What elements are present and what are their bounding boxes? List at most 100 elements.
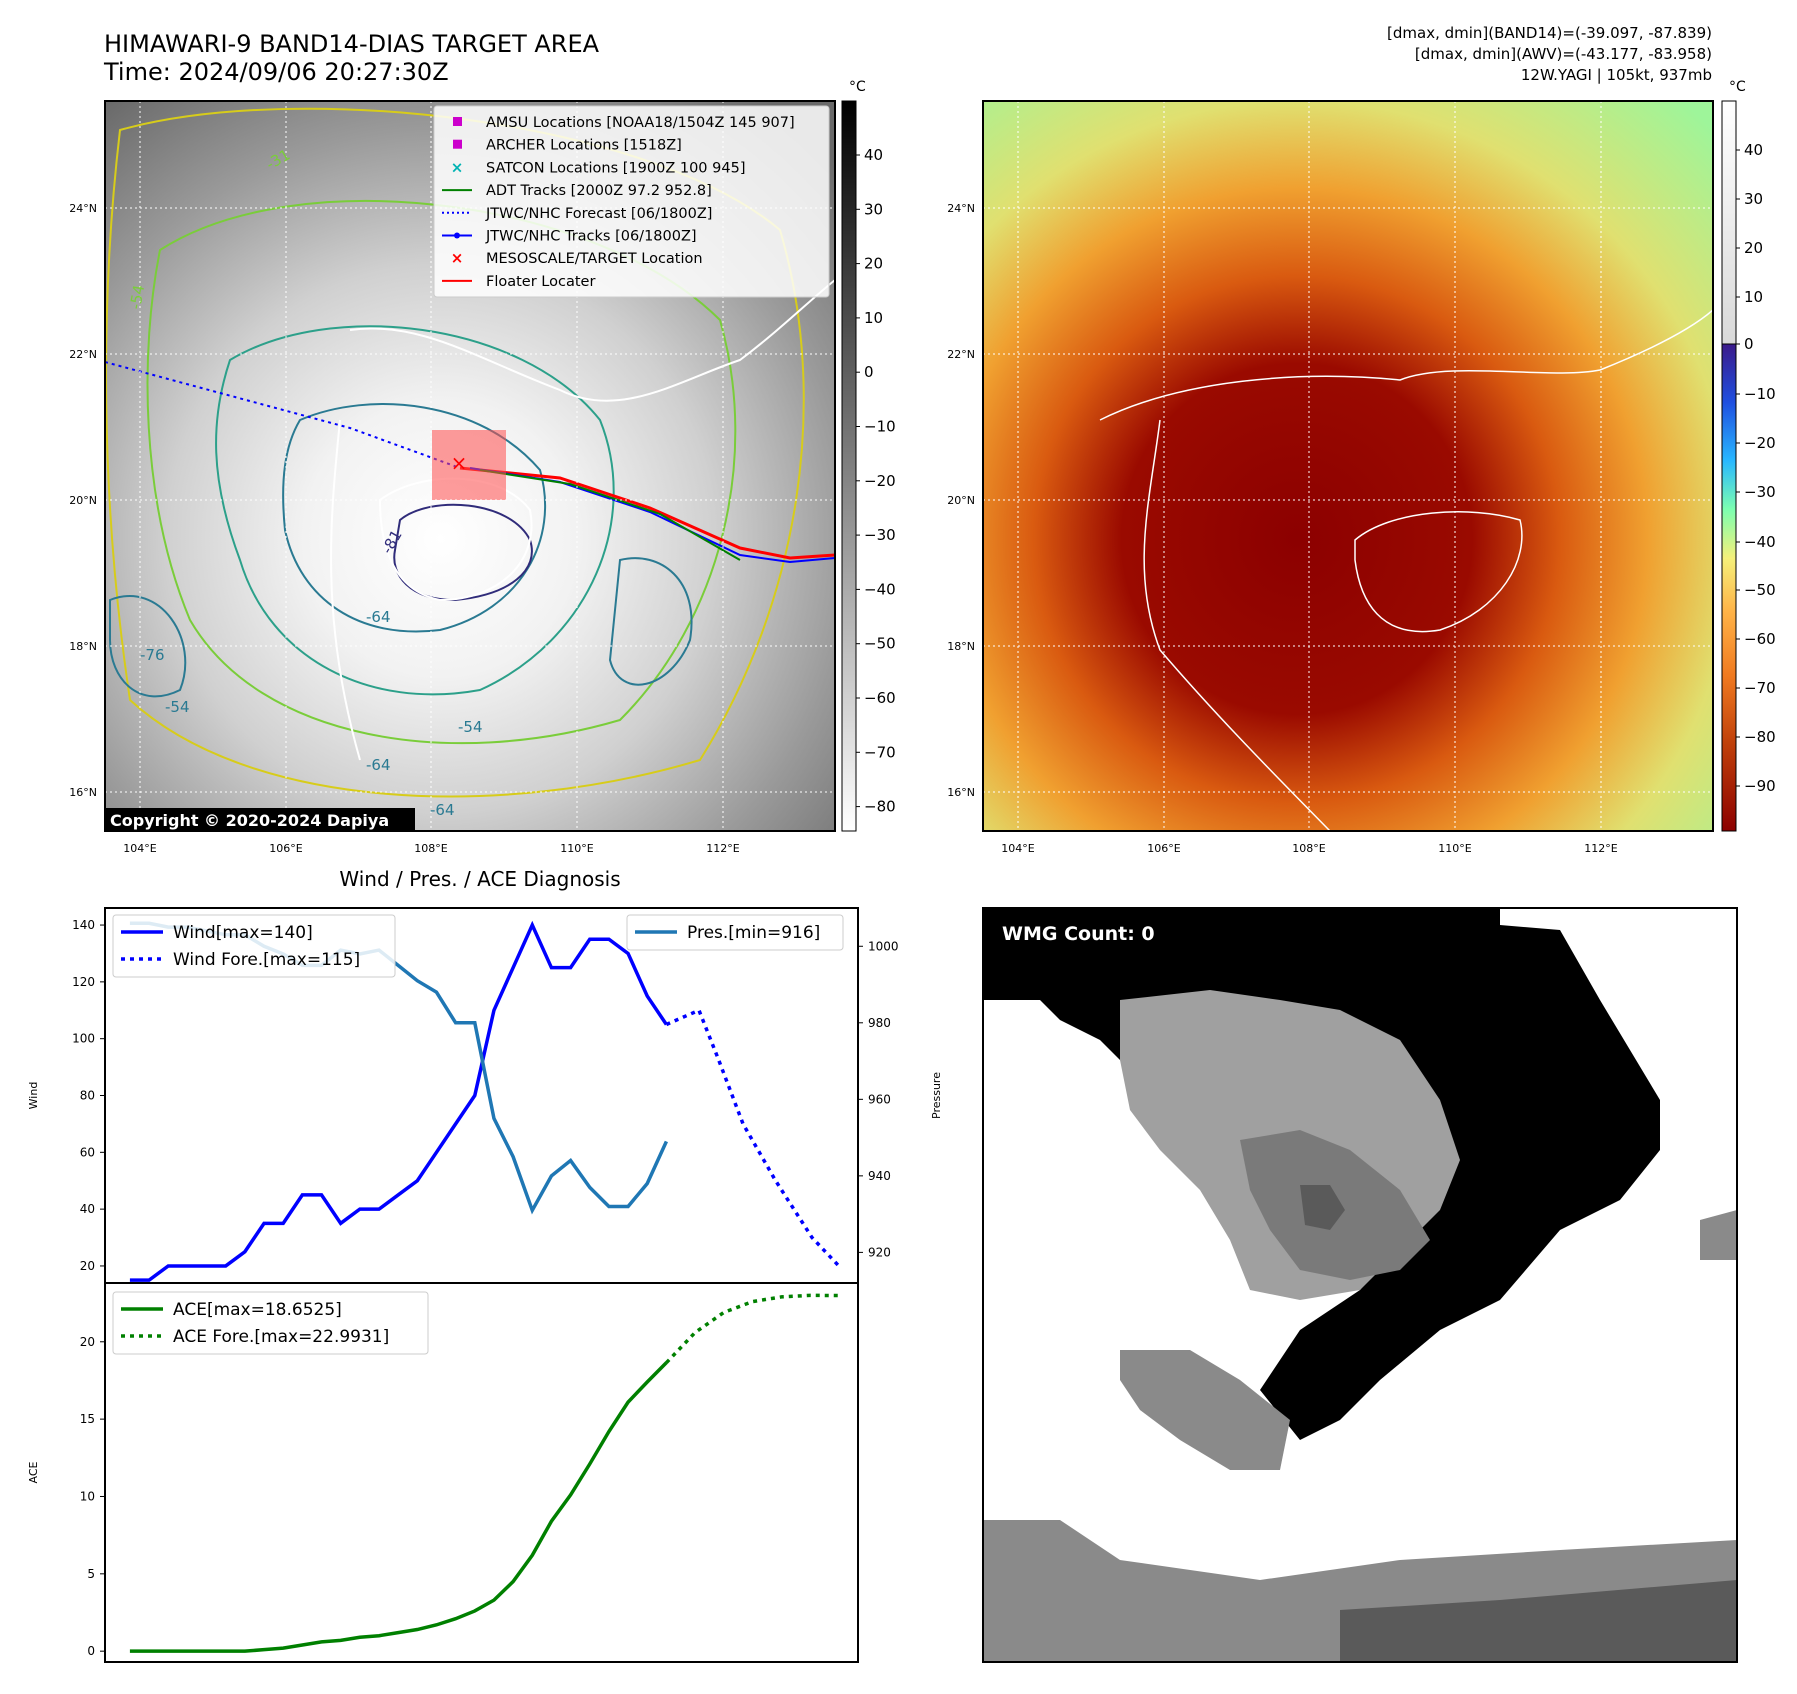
y-tick-label: 0 xyxy=(87,1644,95,1658)
wmg-count-badge xyxy=(994,918,1172,948)
page-title: HIMAWARI-9 BAND14-DIAS TARGET AREA xyxy=(104,30,600,58)
lat-label: 24°N xyxy=(69,202,97,215)
contour-label: -54 xyxy=(165,698,190,716)
map-frame xyxy=(104,100,836,832)
info-storm: 12W.YAGI | 105kt, 937mb xyxy=(1521,66,1712,84)
y-tick-label: 15 xyxy=(80,1412,95,1426)
lon-label: 106°E xyxy=(1147,842,1180,855)
colorbar-tick: −50 xyxy=(1744,581,1776,599)
y-tick-label: 40 xyxy=(80,1202,95,1216)
legend-label: AMSU Locations [NOAA18/1504Z 145 907] xyxy=(486,115,795,131)
map-axis-labels: 24°N 22°N 20°N 18°N 16°N 104°E 106°E 108°E 110°E… xyxy=(69,202,740,855)
wind-pressure-chart: 20 40 60 80 100 120 140 Wind 920 940 960 980 1000 Pre… xyxy=(27,907,943,1284)
wmg-region xyxy=(1120,1350,1290,1470)
diagnosis-title: Wind / Pres. / ACE Diagnosis xyxy=(339,867,620,891)
chart-legend: Wind[max=140] Wind Fore.[max=115] xyxy=(112,914,396,978)
lat-label: 20°N xyxy=(69,494,97,507)
y-tick-label: 60 xyxy=(80,1145,95,1159)
colorbar-gradient-upper xyxy=(1721,100,1737,345)
contour-4 xyxy=(282,403,547,633)
mesoscale-target-box xyxy=(432,430,506,500)
y-tick-label: 20 xyxy=(80,1259,95,1273)
legend-label: MESOSCALE/TARGET Location xyxy=(486,251,703,267)
info-band14: [dmax, dmin](BAND14)=(-39.097, -87.839) xyxy=(1387,24,1712,42)
lon-label: 108°E xyxy=(414,842,447,855)
coastline-north xyxy=(1099,309,1713,421)
legend-label: JTWC/NHC Forecast [06/1800Z] xyxy=(485,206,712,222)
wmg-frame xyxy=(982,907,1738,1663)
legend-item: JTWC/NHC Forecast [06/1800Z] xyxy=(442,206,712,222)
colorbar-gradient xyxy=(841,100,857,832)
contour-label: -64 xyxy=(430,801,455,819)
coastline-hainan xyxy=(1354,511,1523,633)
lat-label: 22°N xyxy=(69,348,97,361)
color-ir-image xyxy=(983,101,1713,831)
legend-item: × MESOSCALE/TARGET Location xyxy=(451,249,703,267)
series-line xyxy=(665,1007,841,1268)
contour-rainband xyxy=(608,557,693,686)
timestamp: Time: 2024/09/06 20:27:30Z xyxy=(103,58,449,86)
wmg-region xyxy=(1700,1210,1737,1260)
legend-item: ARCHER Locations [1518Z] xyxy=(453,138,682,154)
colorbar-tick: −50 xyxy=(864,635,896,653)
map-color-panel: 24°N 22°N 20°N 18°N 16°N 104°E 106°E 108°E 110°E… xyxy=(947,100,1714,855)
colorbar-tick: −20 xyxy=(1744,434,1776,452)
legend-marker: × xyxy=(451,249,464,267)
y-tick-label: 20 xyxy=(80,1335,95,1349)
lat-label: 18°N xyxy=(947,640,975,653)
colorbar-tick: 20 xyxy=(864,255,883,273)
wmg-region xyxy=(1300,1185,1345,1230)
y-tick-label: 80 xyxy=(80,1089,95,1103)
legend-item: AMSU Locations [NOAA18/1504Z 145 907] xyxy=(453,115,795,131)
series-line xyxy=(129,1361,668,1653)
lon-label: 106°E xyxy=(269,842,302,855)
info-awv: [dmax, dmin](AWV)=(-43.177, -83.958) xyxy=(1415,45,1712,63)
colorbar-tick: −80 xyxy=(1744,728,1776,746)
ace-chart: 0 5 10 15 20 ACE ACE[max=18.6525] ACE Fore.[max… xyxy=(27,1282,859,1663)
colorbar-tick: −60 xyxy=(1744,630,1776,648)
wmg-panel: WMG Count: 0 xyxy=(982,907,1738,1663)
colorbar-tick: 0 xyxy=(864,363,874,381)
lat-label: 16°N xyxy=(947,786,975,799)
legend-item: ADT Tracks [2000Z 97.2 952.8] xyxy=(442,183,712,199)
wmg-count-label: WMG Count: 0 xyxy=(1002,923,1155,945)
colorbar-unit: °C xyxy=(1729,79,1746,95)
contour-label: -54 xyxy=(458,718,483,736)
colorbar-tick: −40 xyxy=(1744,533,1776,551)
colorbar-unit: °C xyxy=(849,79,866,95)
colorbar-tick: −90 xyxy=(1744,777,1776,795)
contour-label: -64 xyxy=(366,608,391,626)
legend-marker xyxy=(453,117,462,126)
coastline-vietnam xyxy=(330,419,361,761)
series-line xyxy=(129,920,668,1282)
lat-label: 24°N xyxy=(947,202,975,215)
wmg-region xyxy=(1340,1580,1737,1662)
contour-label: -54 xyxy=(126,283,148,310)
map-grayscale-panel: × -54 -81 -64 -54 -64 -76 -64 -54 -31 AM… xyxy=(69,100,836,855)
colorbar-tick: −20 xyxy=(864,472,896,490)
coastline-north xyxy=(349,279,835,402)
lon-label: 112°E xyxy=(1584,842,1617,855)
legend-label: ARCHER Locations [1518Z] xyxy=(486,138,682,154)
y-tick-label: 10 xyxy=(80,1489,95,1503)
floater-locater-track xyxy=(459,466,835,560)
lon-label: 104°E xyxy=(123,842,156,855)
colorbar-grayscale: °C 40 30 20 10 0 −10 −20 −30 −40 −50 −60 −70 −80 xyxy=(841,79,896,832)
contour-label: -64 xyxy=(366,756,391,774)
y-tick-label: 100 xyxy=(72,1032,95,1046)
legend-label: Pres.[min=916] xyxy=(687,923,820,943)
legend-label: Wind[max=140] xyxy=(173,923,313,943)
colorbar-tick: −10 xyxy=(864,418,896,436)
colorbar-tick: −30 xyxy=(864,526,896,544)
y-right-tick-label: 980 xyxy=(868,1016,891,1030)
legend-label: ADT Tracks [2000Z 97.2 952.8] xyxy=(486,183,712,199)
y-right-axis-label: Pressure xyxy=(930,1072,943,1119)
lat-label: 22°N xyxy=(947,348,975,361)
contour-label: -76 xyxy=(140,646,165,664)
colorbar-color: °C 40 30 20 10 0 −10 −20 −30 −40 −50 −60 −70 −80 −90 xyxy=(1721,79,1776,832)
legend-label: Floater Locater xyxy=(486,274,595,290)
lon-label: 108°E xyxy=(1292,842,1325,855)
legend-label: JTWC/NHC Tracks [06/1800Z] xyxy=(485,229,697,245)
